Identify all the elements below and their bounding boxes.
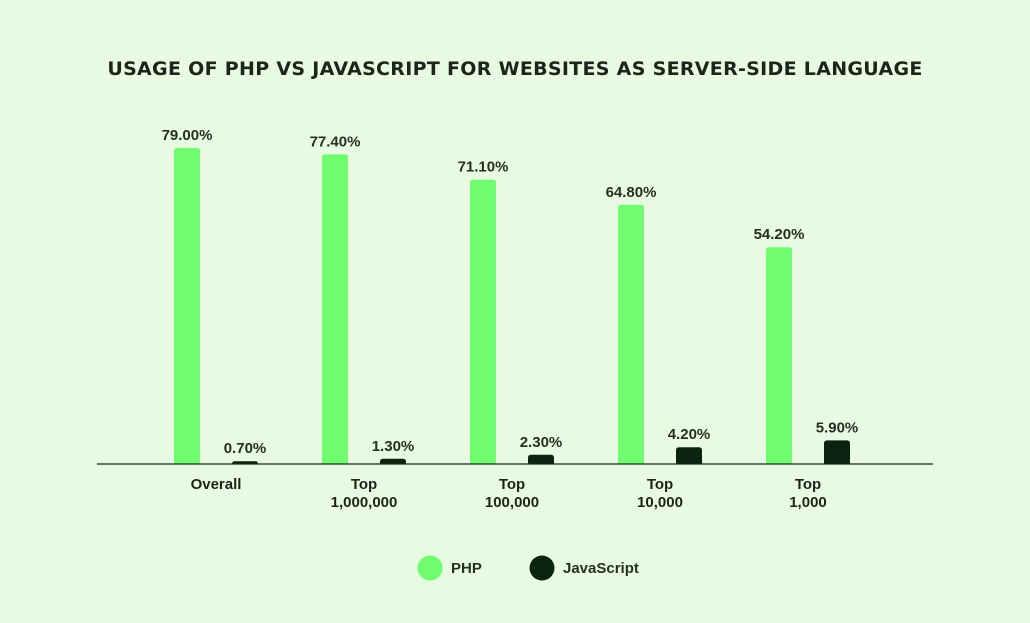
legend-label-php: PHP bbox=[451, 560, 482, 577]
chart-title: USAGE OF PHP VS JAVASCRIPT FOR WEBSITES … bbox=[107, 58, 922, 80]
javascript-value-label-3: 2.30% bbox=[520, 434, 563, 451]
php-value-label-5: 54.20% bbox=[754, 226, 805, 243]
php-bar-1 bbox=[174, 148, 200, 464]
legend-swatch-javascript bbox=[529, 555, 555, 581]
javascript-bar-3 bbox=[528, 454, 554, 464]
php-value-label-2: 77.40% bbox=[310, 133, 361, 150]
php-value-label-4: 64.80% bbox=[606, 184, 657, 201]
legend-swatch-php bbox=[417, 555, 443, 581]
legend-item-javascript: JavaScript bbox=[529, 555, 639, 581]
php-value-label-3: 71.10% bbox=[458, 159, 509, 176]
javascript-value-label-4: 4.20% bbox=[668, 426, 711, 443]
php-bar-2 bbox=[322, 154, 348, 464]
javascript-value-label-1: 0.70% bbox=[224, 440, 267, 457]
x-tick-label-3-line-1: Top bbox=[499, 476, 525, 493]
legend: PHP JavaScript bbox=[417, 555, 639, 581]
x-axis-tick-labels: Overall Top1,000,000Top100,000Top10,000To… bbox=[191, 476, 827, 511]
php-bar-5 bbox=[766, 247, 792, 464]
x-tick-label-1: Overall bbox=[191, 476, 242, 493]
x-tick-label-2-line-1: Top bbox=[351, 476, 377, 493]
bars-layer bbox=[174, 148, 850, 465]
javascript-value-label-5: 5.90% bbox=[816, 419, 859, 436]
x-tick-label-5-line-2: 1,000 bbox=[789, 494, 827, 511]
value-labels: 79.00% 0.70% 77.40% 1.30% 71.10% 2.30% 64.80% 4… bbox=[162, 127, 859, 457]
legend-item-php: PHP bbox=[417, 555, 482, 581]
php-value-label-1: 79.00% bbox=[162, 127, 213, 144]
x-tick-label-5-line-1: Top bbox=[795, 476, 821, 493]
x-tick-label-4-line-2: 10,000 bbox=[637, 494, 683, 511]
javascript-value-label-2: 1.30% bbox=[372, 438, 415, 455]
legend-label-javascript: JavaScript bbox=[563, 560, 639, 577]
javascript-bar-1 bbox=[232, 461, 258, 464]
x-tick-label-2-line-2: 1,000,000 bbox=[331, 494, 398, 511]
php-bar-4 bbox=[618, 204, 644, 465]
javascript-bar-4 bbox=[676, 447, 702, 464]
php-bar-3 bbox=[470, 179, 496, 464]
javascript-bar-5 bbox=[824, 440, 850, 464]
x-tick-label-4-line-1: Top bbox=[647, 476, 673, 493]
x-tick-label-3-line-2: 100,000 bbox=[485, 494, 539, 511]
javascript-bar-2 bbox=[380, 458, 406, 464]
